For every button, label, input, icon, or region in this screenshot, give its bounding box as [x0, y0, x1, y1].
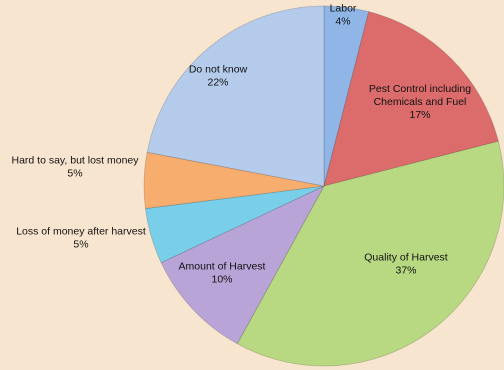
pie-slice-loss-of-money-after-harvest [144, 185, 325, 264]
slice-label-hard-to-say-but-lost-money: Hard to say, but lost money 5% [11, 155, 139, 180]
pie-slice-do-not-know [146, 5, 325, 187]
pie-slices [143, 5, 504, 367]
slice-label-amount-of-harvest: Amount of Harvest 10% [179, 261, 266, 286]
slice-label-do-not-know: Do not know 22% [189, 64, 248, 89]
pie-slice-hard-to-say-but-lost-money [143, 151, 325, 210]
pie-slice-labor [323, 5, 370, 187]
slice-label-quality-of-harvest: Quality of Harvest 37% [364, 252, 448, 277]
slice-label-loss-of-money-after-harvest: Loss of money after harvest 5% [16, 226, 146, 251]
pie-slice-pest-control-including-chemicals-and-fuel [323, 11, 499, 187]
pie-slice-amount-of-harvest [160, 185, 325, 345]
slice-label-pest-control-including-chemicals-and-fuel: Pest Control including Chemicals and Fuel… [369, 83, 471, 121]
slice-label-labor: Labor 4% [330, 3, 357, 28]
pie-labels: Labor 4% Pest Control including Chemicals a… [11, 3, 471, 286]
